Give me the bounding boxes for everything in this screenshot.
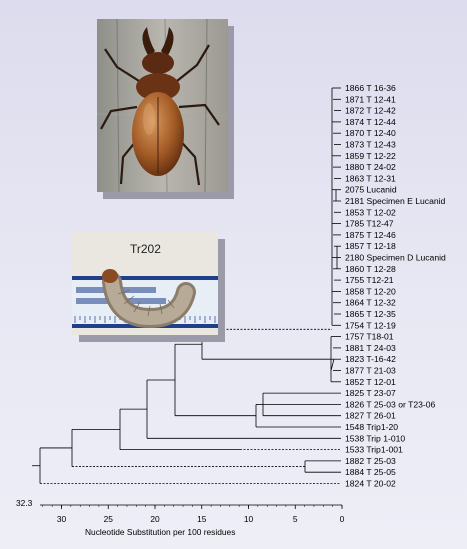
leaf-label: 1860 T 12-28 bbox=[345, 264, 396, 274]
leaf-label: 1548 Trip1-20 bbox=[345, 422, 398, 432]
axis-tick-label: 5 bbox=[293, 514, 298, 524]
axis-tick-label: 30 bbox=[57, 514, 67, 524]
leaf-label: 1874 T 12-44 bbox=[345, 117, 396, 127]
leaf-label: 1825 T 23-07 bbox=[345, 388, 396, 398]
leaf-label: 1873 T 12-43 bbox=[345, 140, 396, 150]
leaf-label: 1754 T 12-19 bbox=[345, 320, 396, 330]
axis-tick-label: 15 bbox=[197, 514, 207, 524]
leaf-label: 1882 T 25-03 bbox=[345, 456, 396, 466]
tree-branches bbox=[32, 87, 341, 484]
leaf-label: 1533 Trip1-001 bbox=[345, 445, 403, 455]
leaf-label: 1872 T 12-42 bbox=[345, 106, 396, 116]
leaf-label: 1875 T 12-46 bbox=[345, 230, 396, 240]
leaf-label: 1757 T18-01 bbox=[345, 332, 394, 342]
leaf-label: 1826 T 25-03 or T23-06 bbox=[345, 399, 436, 409]
leaf-label: 1870 T 12-40 bbox=[345, 128, 396, 138]
leaf-label: 2181 Specimen E Lucanid bbox=[345, 196, 446, 206]
leaf-label: 1884 T 25-05 bbox=[345, 467, 396, 477]
root-distance-label: 32.3 bbox=[16, 498, 33, 508]
axis-tick-label: 10 bbox=[244, 514, 254, 524]
leaf-label: 1852 T 12-01 bbox=[345, 377, 396, 387]
leaf-label: 1853 T 12-02 bbox=[345, 207, 396, 217]
leaf-label: 1755 T12-21 bbox=[345, 275, 394, 285]
leaf-label: 1864 T 12-32 bbox=[345, 298, 396, 308]
leaf-label: 1866 T 16-36 bbox=[345, 83, 396, 93]
leaf-label: 1880 T 24-02 bbox=[345, 162, 396, 172]
leaf-label: 1785 T12-47 bbox=[345, 219, 394, 229]
axis-tick-label: 25 bbox=[104, 514, 114, 524]
leaf-label: 2180 Specimen D Lucanid bbox=[345, 253, 446, 263]
leaf-label: 1823 T-16-42 bbox=[345, 354, 396, 364]
leaf-label: 1865 T 12-35 bbox=[345, 309, 396, 319]
leaf-label: 1871 T 12-41 bbox=[345, 94, 396, 104]
leaf-label: 1858 T 12-20 bbox=[345, 286, 396, 296]
axis-tick-label: 20 bbox=[150, 514, 160, 524]
leaf-label: 1824 T 20-02 bbox=[345, 479, 396, 489]
beetle-larva-photo: Tr202 bbox=[72, 232, 218, 335]
larva-photo-label: Tr202 bbox=[130, 242, 161, 256]
leaf-label: 1863 T 12-31 bbox=[345, 173, 396, 183]
leaf-label: 2075 Lucanid bbox=[345, 185, 397, 195]
axis-label: Nucleotide Substitution per 100 residues bbox=[85, 527, 235, 537]
leaf-label: 1877 T 21-03 bbox=[345, 366, 396, 376]
leaf-label: 1538 Trip 1-010 bbox=[345, 433, 405, 443]
axis-ticks: 30 25 20 15 10 5 0 bbox=[42, 505, 345, 524]
leaf-label: 1827 T 26-01 bbox=[345, 411, 396, 421]
leaf-label: 1859 T 12-22 bbox=[345, 151, 396, 161]
leaf-label: 1881 T 24-03 bbox=[345, 343, 396, 353]
stag-beetle-photo bbox=[97, 19, 228, 192]
axis-tick-label: 0 bbox=[340, 514, 345, 524]
leaf-label: 1857 T 12-18 bbox=[345, 241, 396, 251]
distance-axis: 30 25 20 15 10 5 0 Nucleotide Substitution per… bbox=[40, 504, 345, 537]
tree-branch bbox=[330, 359, 335, 371]
